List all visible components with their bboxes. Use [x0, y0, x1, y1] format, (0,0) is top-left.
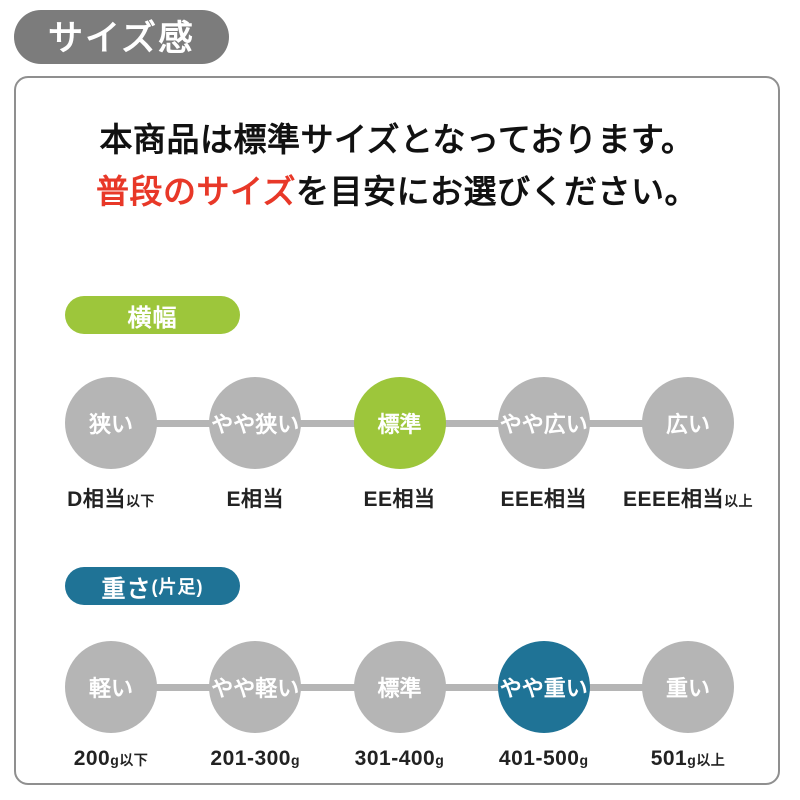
width-circle-standard-active: 標準 [353, 377, 446, 469]
weight-step-standard: 標準 301-400g [353, 641, 446, 771]
weight-circle-heavy: 重い [642, 641, 734, 733]
width-circle-slightly-narrow-label: やや狭い [211, 412, 300, 437]
weight-label-heavy: 501g以上 [650, 747, 726, 770]
weight-circle-heavy-label: 重い [665, 676, 710, 701]
weight-circle-slightly-heavy-active: やや重い [497, 641, 590, 733]
weight-circle-light-label: 軽い [88, 676, 133, 701]
weight-circle-slightly-light: やや軽い [209, 641, 302, 733]
width-label-narrow: D相当以下 [67, 488, 155, 511]
width-circle-narrow-label: 狭い [88, 412, 133, 437]
width-scale: 狭い D相当以下 やや狭い E相当 標準 EE相当 やや広い EEE相当 広い … [65, 377, 753, 513]
weight-step-heavy: 重い 501g以上 [642, 641, 734, 771]
width-section-badge-label: 横幅 [127, 304, 178, 332]
weight-circle-slightly-heavy-label: やや重い [499, 676, 588, 701]
width-step-wide: 広い EEEE相当以上 [623, 377, 753, 513]
weight-section-badge: 重さ (片足) [65, 567, 240, 605]
width-circle-slightly-wide: やや広い [497, 377, 590, 469]
width-circle-slightly-wide-label: やや広い [499, 412, 588, 437]
size-guide-title-label: サイズ感 [48, 18, 195, 58]
width-step-slightly-wide: やや広い EEE相当 [497, 377, 590, 513]
weight-circle-standard-label: 標準 [377, 676, 422, 701]
width-label-slightly-narrow: E相当 [226, 488, 284, 511]
size-guide-title-badge: サイズ感 [14, 10, 229, 64]
width-step-narrow: 狭い D相当以下 [65, 377, 157, 513]
weight-section-badge-label: 重さ [101, 575, 152, 603]
weight-circle-light: 軽い [65, 641, 157, 733]
weight-circle-standard: 標準 [353, 641, 446, 733]
weight-label-light: 200g以下 [73, 747, 149, 770]
intro-text: 本商品は標準サイズとなっております。 普段のサイズを目安にお選びください。 [16, 114, 778, 218]
intro-highlight: 普段のサイズ [95, 173, 296, 210]
intro-line-1: 本商品は標準サイズとなっております。 [99, 121, 695, 158]
weight-label-standard: 301-400g [354, 747, 445, 770]
width-circle-narrow: 狭い [65, 377, 157, 469]
weight-circle-slightly-light-label: やや軽い [211, 676, 300, 701]
weight-scale: 軽い 200g以下 やや軽い 201-300g 標準 301-400g やや重い… [65, 641, 734, 771]
width-circle-slightly-narrow: やや狭い [209, 377, 302, 469]
intro-line-2: 普段のサイズを目安にお選びください。 [16, 166, 778, 218]
width-circle-wide: 広い [642, 377, 734, 469]
intro-line-2-rest: を目安にお選びください。 [296, 173, 698, 210]
width-label-wide: EEEE相当以上 [622, 488, 754, 511]
size-guide-panel: 本商品は標準サイズとなっております。 普段のサイズを目安にお選びください。 横幅… [14, 76, 780, 785]
width-circle-wide-label: 広い [665, 412, 710, 437]
weight-label-slightly-heavy: 401-500g [498, 747, 589, 770]
width-section-badge: 横幅 [65, 296, 240, 334]
weight-step-slightly-heavy: やや重い 401-500g [497, 641, 590, 771]
weight-label-slightly-light: 201-300g [210, 747, 301, 770]
width-step-slightly-narrow: やや狭い E相当 [209, 377, 302, 513]
weight-section-badge-suffix: (片足) [151, 577, 204, 597]
weight-step-light: 軽い 200g以下 [65, 641, 157, 771]
width-step-standard: 標準 EE相当 [353, 377, 446, 513]
weight-step-slightly-light: やや軽い 201-300g [209, 641, 302, 771]
width-circle-standard-label: 標準 [377, 412, 422, 437]
width-label-slightly-wide: EEE相当 [500, 488, 588, 511]
width-label-standard: EE相当 [363, 488, 436, 511]
